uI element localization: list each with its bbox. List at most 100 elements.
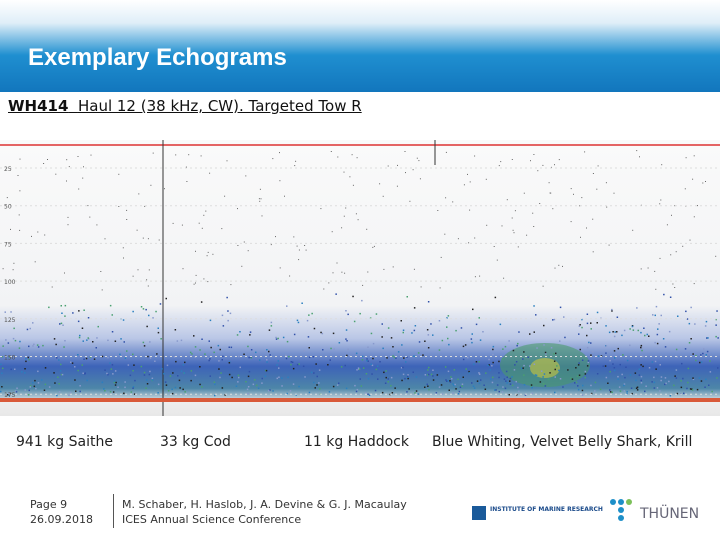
echo-speckle (537, 170, 539, 172)
echo-speckle (579, 348, 581, 351)
echo-speckle (19, 190, 21, 192)
echo-speckle (252, 383, 255, 386)
echo-speckle (491, 365, 493, 367)
echo-speckle (676, 392, 679, 395)
echo-speckle (61, 373, 64, 376)
echo-speckle (72, 312, 74, 314)
echo-speckle (319, 388, 321, 390)
echo-speckle (611, 391, 613, 393)
echo-speckle (669, 296, 672, 298)
echo-speckle (427, 347, 430, 349)
echo-speckle (605, 182, 607, 184)
echo-speckle (428, 388, 430, 391)
echo-speckle (346, 354, 348, 357)
echo-speckle (558, 264, 560, 266)
echo-speckle (652, 314, 654, 316)
echo-speckle (446, 326, 448, 328)
echo-speckle (438, 320, 441, 322)
echo-speckle (551, 166, 552, 168)
echo-speckle (12, 337, 15, 340)
echo-speckle (403, 357, 405, 359)
echo-speckle (692, 178, 694, 180)
echo-speckle (183, 372, 186, 374)
echo-speckle (126, 219, 128, 220)
echo-speckle (501, 358, 504, 360)
echo-speckle (492, 348, 494, 351)
echo-speckle (111, 364, 114, 366)
echo-speckle (447, 370, 450, 373)
echo-speckle (517, 246, 519, 248)
echo-speckle (596, 373, 599, 375)
echo-speckle (117, 386, 119, 388)
echo-speckle (103, 388, 105, 390)
echo-speckle (653, 381, 656, 384)
echo-speckle (496, 384, 499, 386)
echo-speckle (34, 379, 36, 382)
echo-speckle (97, 325, 99, 328)
echo-speckle (674, 287, 676, 288)
echo-speckle (462, 376, 464, 378)
echo-speckle (531, 386, 533, 389)
echo-speckle (385, 370, 387, 372)
echo-speckle (132, 310, 134, 313)
echo-speckle (626, 359, 629, 362)
echo-speckle (27, 356, 29, 359)
echo-speckle (587, 360, 590, 362)
echo-speckle (77, 320, 80, 323)
echo-speckle (1, 386, 3, 388)
echo-speckle (430, 323, 432, 325)
echo-speckle (146, 279, 148, 281)
echo-speckle (25, 360, 27, 363)
echo-speckle (404, 151, 406, 152)
echo-speckle (110, 368, 113, 370)
echo-speckle (478, 317, 480, 319)
echo-speckle (624, 376, 626, 379)
echo-speckle (316, 375, 318, 378)
echo-speckle (605, 376, 608, 379)
echo-speckle (383, 371, 385, 374)
echo-speckle (77, 369, 79, 372)
echo-speckle (407, 376, 409, 378)
echo-speckle (345, 310, 347, 312)
echo-speckle (44, 367, 47, 369)
echo-speckle (468, 372, 471, 374)
echo-speckle (590, 342, 592, 344)
echo-speckle (660, 376, 663, 378)
echo-speckle (502, 348, 504, 350)
echo-speckle (356, 369, 358, 371)
caption: 33 kg Cod (160, 434, 231, 450)
echo-speckle (104, 390, 106, 392)
echo-speckle (605, 325, 607, 327)
echo-speckle (167, 390, 170, 392)
echo-speckle (640, 268, 642, 270)
echo-speckle (552, 319, 554, 321)
echo-speckle (479, 379, 482, 381)
echo-speckle (171, 392, 174, 395)
echo-speckle (523, 364, 525, 367)
echo-speckle (8, 392, 10, 394)
echo-speckle (581, 326, 583, 329)
echo-speckle (207, 281, 209, 283)
echo-speckle (289, 275, 291, 277)
echo-speckle (222, 325, 225, 327)
echo-speckle (42, 344, 44, 347)
echo-speckle (278, 367, 280, 369)
echo-speckle (577, 364, 580, 366)
echo-speckle (37, 370, 39, 373)
echo-speckle (496, 259, 498, 261)
echo-speckle (644, 334, 646, 337)
echo-speckle (189, 351, 192, 354)
echo-speckle (503, 378, 506, 380)
echo-speckle (60, 305, 62, 307)
echo-speckle (559, 340, 561, 342)
echo-speckle (149, 341, 151, 343)
echo-speckle (156, 353, 158, 355)
echo-speckle (230, 346, 233, 349)
echo-speckle (28, 358, 30, 361)
echo-speckle (195, 250, 196, 252)
echo-speckle (659, 257, 661, 259)
seabed-line (0, 398, 720, 402)
echo-speckle (635, 379, 637, 382)
echo-speckle (375, 313, 378, 315)
echo-speckle (28, 345, 30, 348)
